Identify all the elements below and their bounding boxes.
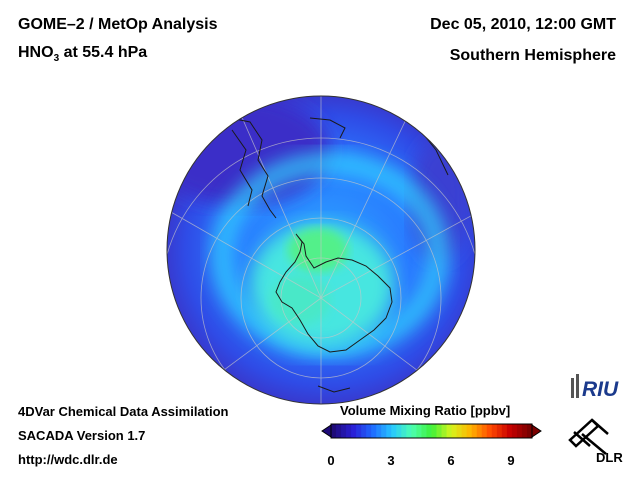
colorbar-cell [336, 424, 342, 438]
colorbar-cell [426, 424, 432, 438]
colorbar-cell [512, 424, 518, 438]
footer-method: 4DVar Chemical Data Assimilation [18, 404, 229, 419]
footer-version: SACADA Version 1.7 [18, 428, 145, 443]
colorbar-cell [462, 424, 468, 438]
colorbar-cell [366, 424, 372, 438]
colorbar-cell [356, 424, 362, 438]
colorbar-cell [452, 424, 458, 438]
colorbar-cell [341, 424, 347, 438]
colorbar-cell [371, 424, 377, 438]
riu-logo-text: RIU [582, 378, 619, 401]
colorbar-cell [351, 424, 357, 438]
colorbar-cell [482, 424, 488, 438]
colorbar-cell [472, 424, 478, 438]
colorbar-under-arrow [322, 425, 331, 437]
colorbar-cell [406, 424, 412, 438]
colorbar-cell [386, 424, 392, 438]
dlr-logo: DLR [562, 414, 624, 466]
colorbar-cell [522, 424, 528, 438]
colorbar-cell [361, 424, 367, 438]
colorbar-cell [331, 424, 337, 438]
colorbar [322, 424, 541, 438]
colorbar-cell [346, 424, 352, 438]
colorbar-cell [477, 424, 483, 438]
colorbar-tick: 0 [327, 453, 334, 468]
footer-url[interactable]: http://wdc.dlr.de [18, 452, 118, 467]
colorbar-cell [442, 424, 448, 438]
riu-logo-bar [576, 374, 579, 398]
colorbar-cell [507, 424, 513, 438]
colorbar-cell [396, 424, 402, 438]
riu-logo: RIU [568, 370, 628, 404]
colorbar-cell [401, 424, 407, 438]
dlr-logo-text: DLR [596, 450, 623, 465]
colorbar-cell [437, 424, 443, 438]
colorbar-tick: 3 [387, 453, 394, 468]
colorbar-cell [391, 424, 397, 438]
colorbar-cell [502, 424, 508, 438]
colorbar-cell [467, 424, 473, 438]
colorbar-over-arrow [532, 425, 541, 437]
colorbar-tick: 9 [507, 453, 514, 468]
colorbar-cell [432, 424, 438, 438]
colorbar-cell [411, 424, 417, 438]
colorbar-label: Volume Mixing Ratio [ppbv] [340, 403, 510, 418]
colorbar-cell [457, 424, 463, 438]
colorbar-cell [497, 424, 503, 438]
colorbar-cell [381, 424, 387, 438]
colorbar-cell [517, 424, 523, 438]
colorbar-cell [447, 424, 453, 438]
colorbar-cell [492, 424, 498, 438]
colorbar-cell [487, 424, 493, 438]
colorbar-cell [376, 424, 382, 438]
colorbar-tick: 6 [447, 453, 454, 468]
riu-logo-bar [571, 378, 574, 398]
colorbar-cell [416, 424, 422, 438]
dlr-symbol [570, 420, 608, 454]
colorbar-cell [421, 424, 427, 438]
